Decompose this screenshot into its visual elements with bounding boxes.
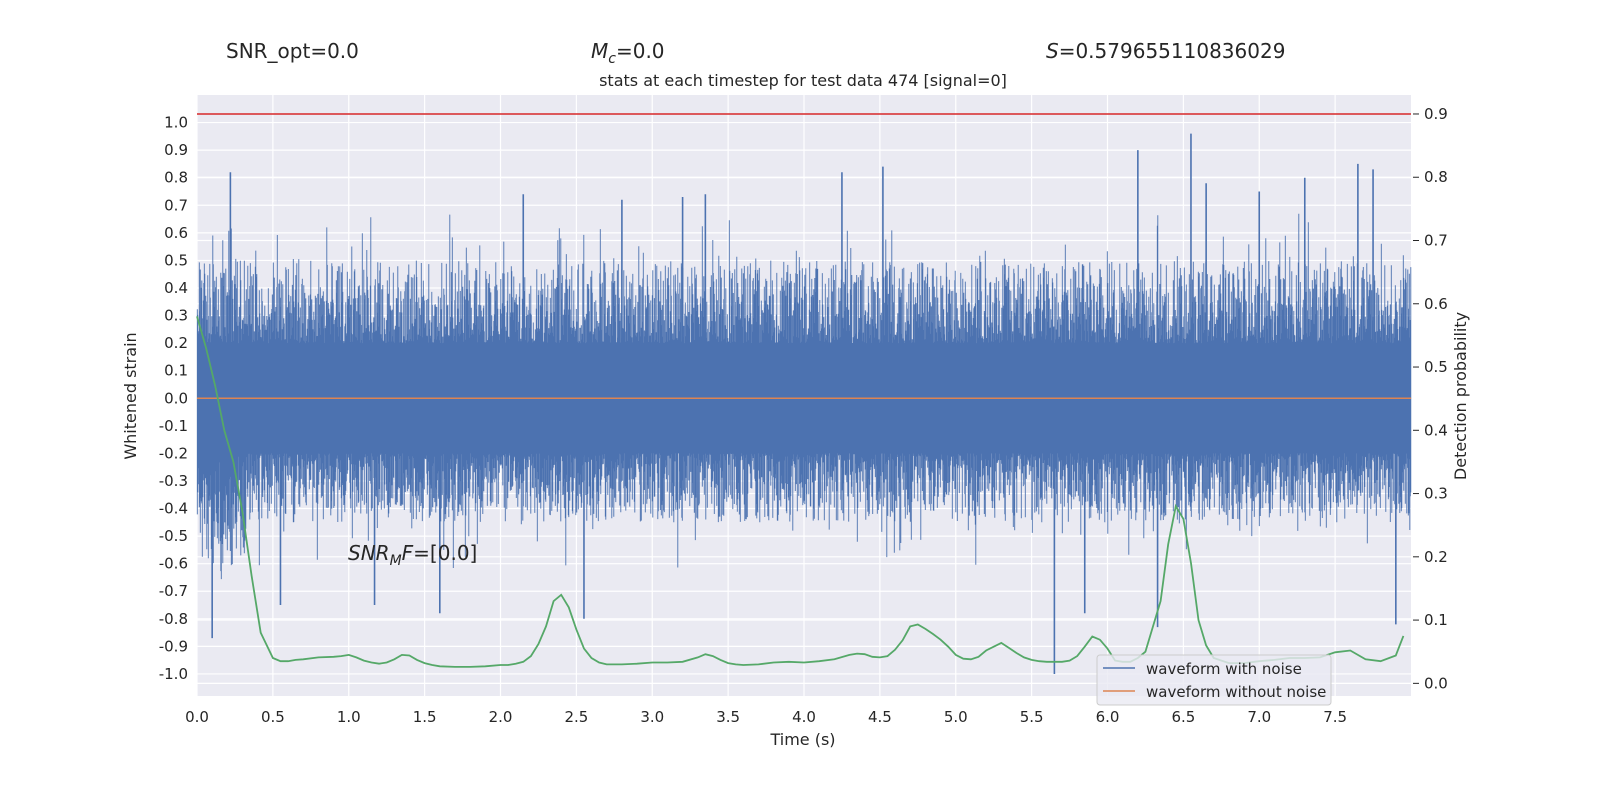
y2-tick-label: 0.4 [1424,421,1448,439]
y2-tick-label: 0.7 [1424,232,1448,250]
y2-tick-label: 0.9 [1424,105,1448,123]
x-tick-label: 3.0 [640,708,664,726]
x-tick-label: 0.0 [185,708,209,726]
y2-tick-label: 0.2 [1424,548,1448,566]
y-tick-label: -0.7 [159,582,188,600]
x-tick-label: 4.5 [868,708,892,726]
y-tick-label: -0.3 [159,472,188,490]
y-tick-label: 0.8 [164,169,188,187]
y-tick-label: 0.9 [164,141,188,159]
y2-tick-label: 0.6 [1424,295,1448,313]
y-tick-label: 0.7 [164,196,188,214]
x-tick-label: 7.5 [1323,708,1347,726]
y-tick-label: 0.3 [164,307,188,325]
y-tick-label: -0.6 [159,555,188,573]
score-label: S=0.579655110836029 [1046,39,1285,63]
x-tick-label: 2.0 [489,708,513,726]
y-tick-label: -0.5 [159,527,188,545]
legend-label-noisy: waveform with noise [1146,660,1302,678]
x-tick-label: 7.0 [1247,708,1271,726]
x-tick-label: 6.5 [1171,708,1195,726]
chart-title: stats at each timestep for test data 474… [599,71,1007,90]
x-tick-label: 2.5 [564,708,588,726]
y-tick-label: 0.6 [164,224,188,242]
y-tick-label: -0.9 [159,637,188,655]
chirp-mass-label: Mc=0.0 [591,39,665,67]
snr-opt-label: SNR_opt=0.0 [226,39,359,63]
y2-tick-label: 0.3 [1424,485,1448,503]
x-tick-label: 5.5 [1020,708,1044,726]
snr-mf-annotation: SNRMF=[0.0] [348,541,477,569]
y-tick-label: 0.4 [164,279,188,297]
y-tick-label: -0.1 [159,417,188,435]
x-tick-label: 1.5 [413,708,437,726]
y-tick-label: -0.2 [159,444,188,462]
legend-label-clean: waveform without noise [1146,683,1326,701]
series-layer [196,113,1412,674]
y-tick-label: 0.5 [164,251,188,269]
y-tick-label: 0.2 [164,334,188,352]
y-tick-label: -0.8 [159,610,188,628]
y-tick-label: 1.0 [164,114,188,132]
y2-tick-label: 0.8 [1424,168,1448,186]
y-tick-label: -0.4 [159,500,188,518]
x-axis-label: Time (s) [769,730,835,749]
x-tick-label: 3.5 [716,708,740,726]
x-tick-label: 0.5 [261,708,285,726]
y-tick-label: 0.1 [164,362,188,380]
x-tick-label: 5.0 [944,708,968,726]
waveform-with-noise-line [196,213,1412,580]
legend-box [1096,654,1332,706]
y-axis-label: Whitened strain [121,332,140,459]
y-tick-label: 0.0 [164,389,188,407]
legend: waveform with noise waveform without noi… [1096,654,1332,706]
detection-probability-line [196,316,1405,668]
y2-tick-label: 0.1 [1424,611,1448,629]
y2-axis-label: Detection probability [1451,312,1470,480]
axis-layer: 0.0 0.5 1.0 1.5 2.0 2.5 3.0 3.5 4.0 4.5 5.0 5.5 6.0 6… [159,105,1448,726]
x-tick-label: 1.0 [337,708,361,726]
x-tick-label: 6.0 [1096,708,1120,726]
x-tick-label: 4.0 [792,708,816,726]
y2-tick-label: 0.0 [1424,674,1448,692]
y2-tick-label: 0.5 [1424,358,1448,376]
y-tick-label: -1.0 [159,665,188,683]
